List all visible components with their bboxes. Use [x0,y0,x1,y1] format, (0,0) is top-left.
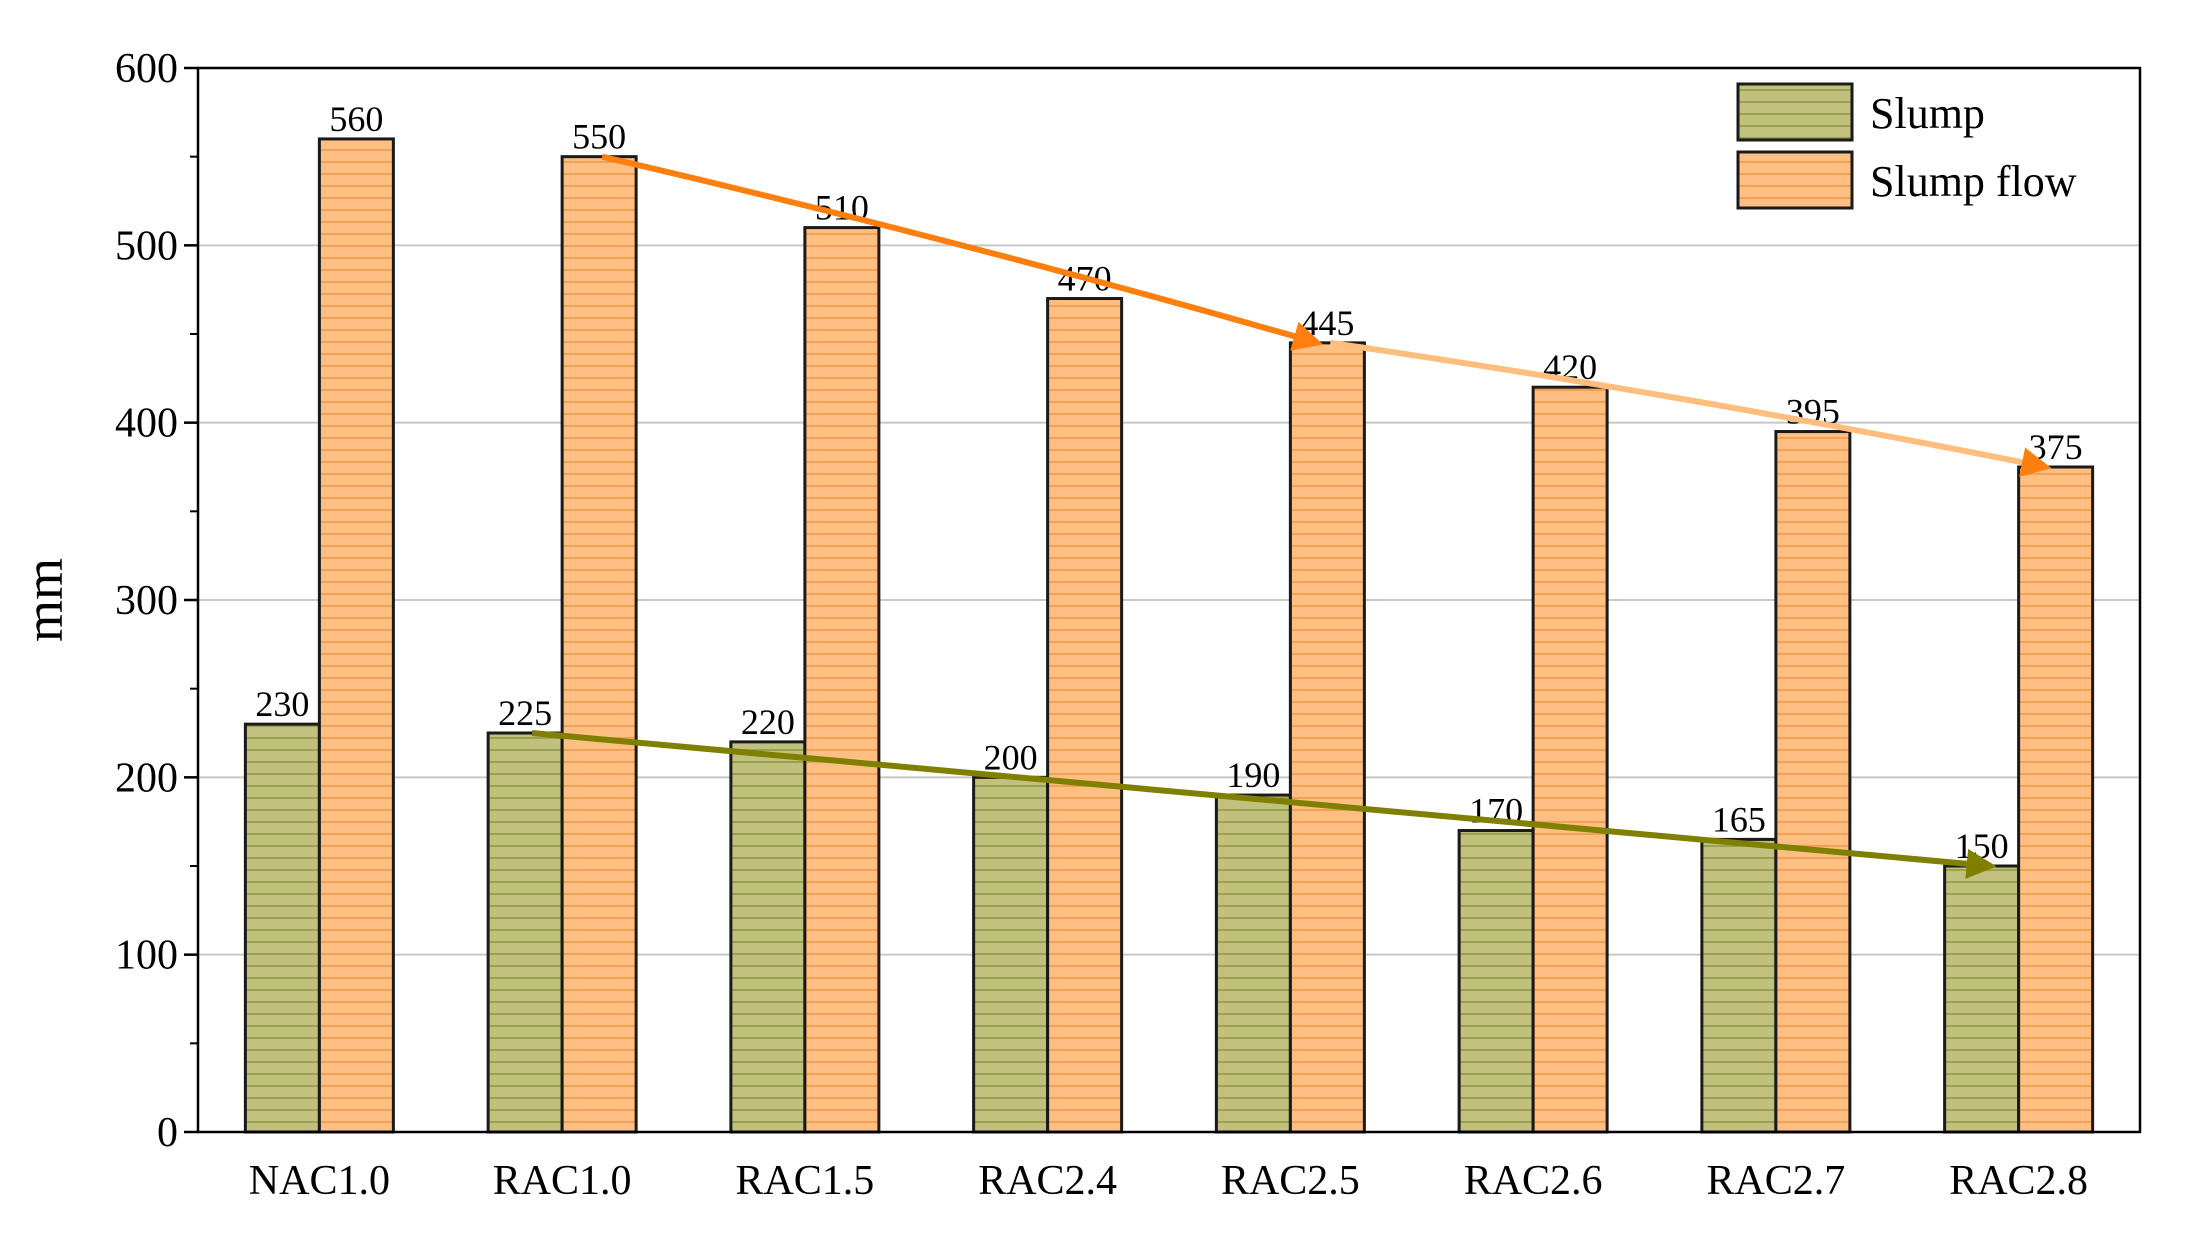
bar-slump-flow-rac2.7 [1774,430,1852,1134]
x-tick-label: NAC1.0 [249,1158,390,1204]
x-tick-label: RAC1.5 [735,1158,874,1204]
data-label-slump: 150 [1955,826,2009,866]
data-label-slump: 200 [984,737,1038,777]
bar-slump-rac2.8 [1943,864,2021,1134]
bar-slump-flow-rac2.5 [1288,341,1366,1134]
trend-arrow-slump-2 [531,730,1997,879]
x-tick-label: RAC2.8 [1949,1158,2088,1204]
x-tick-label: RAC2.6 [1464,1158,1603,1204]
bar-slump-rac2.4 [972,775,1050,1134]
data-label-slump: 230 [255,684,309,724]
bar-slump-rac1.0 [486,731,564,1134]
x-tick-label: RAC2.4 [978,1158,1117,1204]
data-label-slump-flow: 375 [2029,427,2083,467]
trend-arrows [531,153,2052,879]
legend-label-slump: Slump [1870,89,1985,138]
y-axis: 0 100 200 300 400 500 600 [115,46,198,1156]
legend: Slump Slump flow [1736,82,2077,210]
trend-arrow-slump-flow-0 [601,153,1324,351]
bar-slump-rac2.5 [1214,793,1292,1134]
y-tick-label: 0 [157,1110,178,1156]
data-label-slump: 190 [1226,755,1280,795]
x-tick-label: RAC2.5 [1221,1158,1360,1204]
legend-swatch-slump-flow [1736,150,1854,210]
y-axis-title: mm [14,558,74,642]
bar-slump-rac2.6 [1457,829,1535,1134]
data-label-slump-flow: 550 [572,117,626,157]
y-tick-label: 100 [115,933,178,979]
bars [243,137,2095,1134]
bar-slump-rac1.5 [729,740,807,1134]
x-tick-label: RAC1.0 [493,1158,632,1204]
y-tick-label: 400 [115,401,178,447]
bar-slump-rac2.7 [1700,837,1778,1134]
trend-arrow-slump-flow-1 [1329,339,2052,477]
data-label-slump-flow: 445 [1300,303,1354,343]
bar-slump-flow-rac2.6 [1531,385,1609,1134]
legend-label-slump-flow: Slump flow [1870,157,2077,206]
data-label-slump: 165 [1712,799,1766,839]
data-label-slump-flow: 560 [329,99,383,139]
y-tick-label: 300 [115,578,178,624]
bar-slump-flow-rac2.8 [2017,465,2095,1134]
data-label-slump: 220 [741,702,795,742]
y-tick-label: 600 [115,46,178,92]
x-tick-label: RAC2.7 [1706,1158,1845,1204]
data-label-slump: 225 [498,693,552,733]
bar-slump-flow-rac1.0 [560,155,638,1134]
y-tick-label: 500 [115,223,178,269]
legend-swatch-slump [1736,82,1854,142]
bar-slump-nac1.0 [243,722,321,1134]
x-axis: NAC1.0 RAC1.0 RAC1.5 RAC2.4 RAC2.5 RAC2.6 RAC2… [249,1158,2088,1204]
y-tick-label: 200 [115,755,178,801]
bar-slump-flow-rac2.4 [1046,297,1124,1134]
bar-slump-flow-nac1.0 [317,137,395,1134]
bar-slump-flow-rac1.5 [803,226,881,1134]
